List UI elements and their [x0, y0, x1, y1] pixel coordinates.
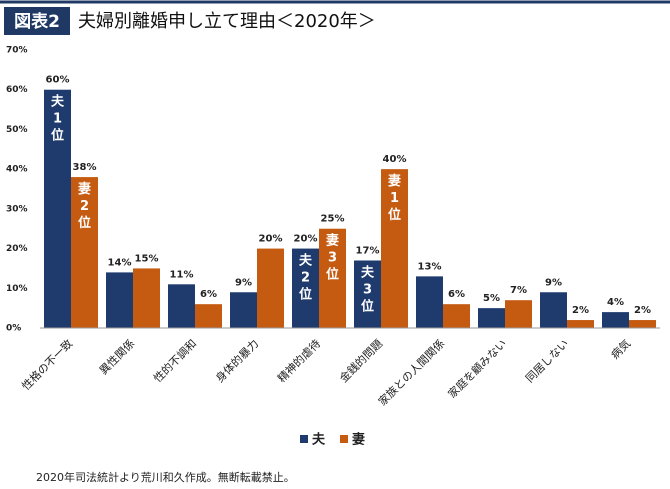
- bar: [230, 292, 257, 328]
- legend-swatch: [300, 435, 308, 443]
- value-label: 14%: [108, 257, 132, 268]
- bar: [567, 320, 594, 328]
- legend-label: 妻: [352, 432, 365, 448]
- bar: [319, 228, 346, 328]
- value-label: 9%: [545, 277, 562, 288]
- bar: [257, 248, 284, 328]
- value-label: 6%: [448, 289, 465, 300]
- value-label: 7%: [510, 285, 527, 296]
- value-label: 2%: [572, 305, 589, 316]
- chart-title: 夫婦別離婚申し立て理由＜2020年＞: [78, 11, 376, 32]
- value-label: 9%: [235, 277, 252, 288]
- bar: [443, 304, 470, 328]
- x-tick-label: 同居しない: [523, 337, 571, 385]
- value-label: 20%: [294, 234, 318, 245]
- legend-swatch: [340, 435, 348, 443]
- legend-label: 夫: [312, 432, 326, 448]
- y-tick-label: 20%: [6, 244, 28, 254]
- bar: [416, 276, 443, 328]
- bar: [133, 268, 160, 328]
- bar: [629, 320, 656, 328]
- bar: [602, 312, 629, 328]
- value-label: 4%: [607, 297, 624, 308]
- y-tick-label: 50%: [6, 125, 28, 135]
- y-tick-label: 30%: [6, 204, 28, 214]
- x-tick-label: 家族との人間関係: [375, 336, 447, 408]
- y-tick-label: 70%: [6, 46, 28, 56]
- bar: [106, 272, 133, 328]
- footer: 2020年司法統計より荒川和久作成。無断転載禁止。: [36, 470, 295, 484]
- value-label: 17%: [356, 245, 380, 256]
- bar: [168, 284, 195, 328]
- bar: [478, 308, 505, 328]
- y-tick-label: 40%: [6, 165, 28, 175]
- x-tick-label: 病気: [608, 336, 633, 361]
- bar: [354, 260, 381, 328]
- bar: [292, 248, 319, 328]
- bar: [71, 177, 98, 328]
- bar: [540, 292, 567, 328]
- tag: 図表2: [14, 11, 60, 32]
- bar: [505, 300, 532, 328]
- y-tick-label: 10%: [6, 284, 28, 294]
- tag-box: [4, 7, 70, 35]
- x-tick-label: 家庭を顧みない: [445, 336, 509, 400]
- value-label: 60%: [46, 75, 70, 86]
- value-label: 40%: [383, 154, 407, 165]
- x-tick-label: 性的不調和: [150, 336, 199, 385]
- x-tick-label: 異性関係: [96, 336, 137, 377]
- y-tick-label: 60%: [6, 85, 28, 95]
- value-label: 38%: [73, 162, 97, 173]
- value-label: 2%: [634, 305, 651, 316]
- x-tick-label: 金銭的問題: [336, 336, 385, 385]
- x-tick-label: 身体的暴力: [212, 336, 261, 385]
- bar: [381, 169, 408, 328]
- value-label: 5%: [483, 293, 500, 304]
- value-label: 20%: [259, 234, 283, 245]
- value-label: 13%: [418, 261, 442, 272]
- y-tick-label: 0%: [6, 324, 21, 334]
- value-label: 6%: [200, 289, 217, 300]
- x-tick-label: 性格の不一致: [19, 336, 76, 393]
- value-label: 11%: [170, 269, 194, 280]
- value-label: 15%: [135, 253, 159, 264]
- x-tick-label: 精神的虐待: [274, 336, 323, 385]
- bar: [195, 304, 222, 328]
- bar: [44, 89, 71, 328]
- value-label: 25%: [321, 214, 345, 225]
